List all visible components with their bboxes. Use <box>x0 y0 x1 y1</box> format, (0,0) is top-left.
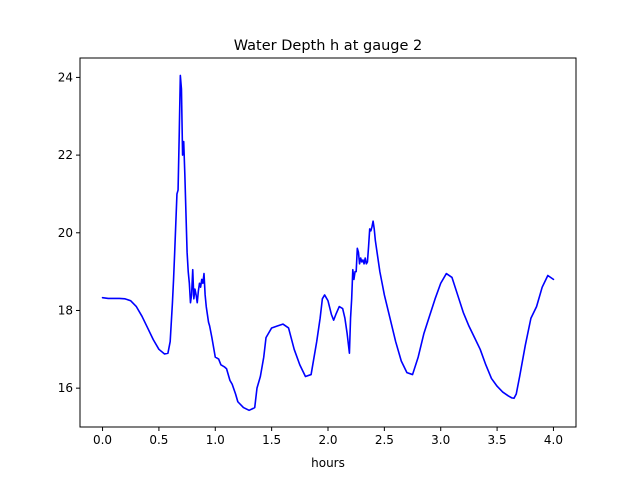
x-tick-label: 0.5 <box>149 433 168 447</box>
x-tick-label: 1.0 <box>206 433 225 447</box>
x-tick-label: 2.5 <box>375 433 394 447</box>
series-line-0 <box>101 74 555 412</box>
y-tick-label: 18 <box>58 303 73 317</box>
y-tick-label: 20 <box>58 226 73 240</box>
x-tick-label: 3.5 <box>488 433 507 447</box>
x-tick-label: 4.0 <box>544 433 563 447</box>
y-axis: 16 18 20 22 24 <box>58 70 80 395</box>
x-axis: 0.0 0.5 1.0 1.5 2.0 2.5 3.0 3.5 4.0 <box>93 427 563 447</box>
y-tick-label: 24 <box>58 70 73 84</box>
chart-title: Water Depth h at gauge 2 <box>234 38 422 54</box>
x-tick-label: 3.0 <box>431 433 450 447</box>
x-tick-label: 1.5 <box>262 433 281 447</box>
y-tick-label: 22 <box>58 148 73 162</box>
x-tick-label: 2.0 <box>318 433 337 447</box>
series-group <box>101 74 555 412</box>
x-axis-label: hours <box>311 456 345 470</box>
y-tick-label: 16 <box>58 381 73 395</box>
x-tick-label: 0.0 <box>93 433 112 447</box>
